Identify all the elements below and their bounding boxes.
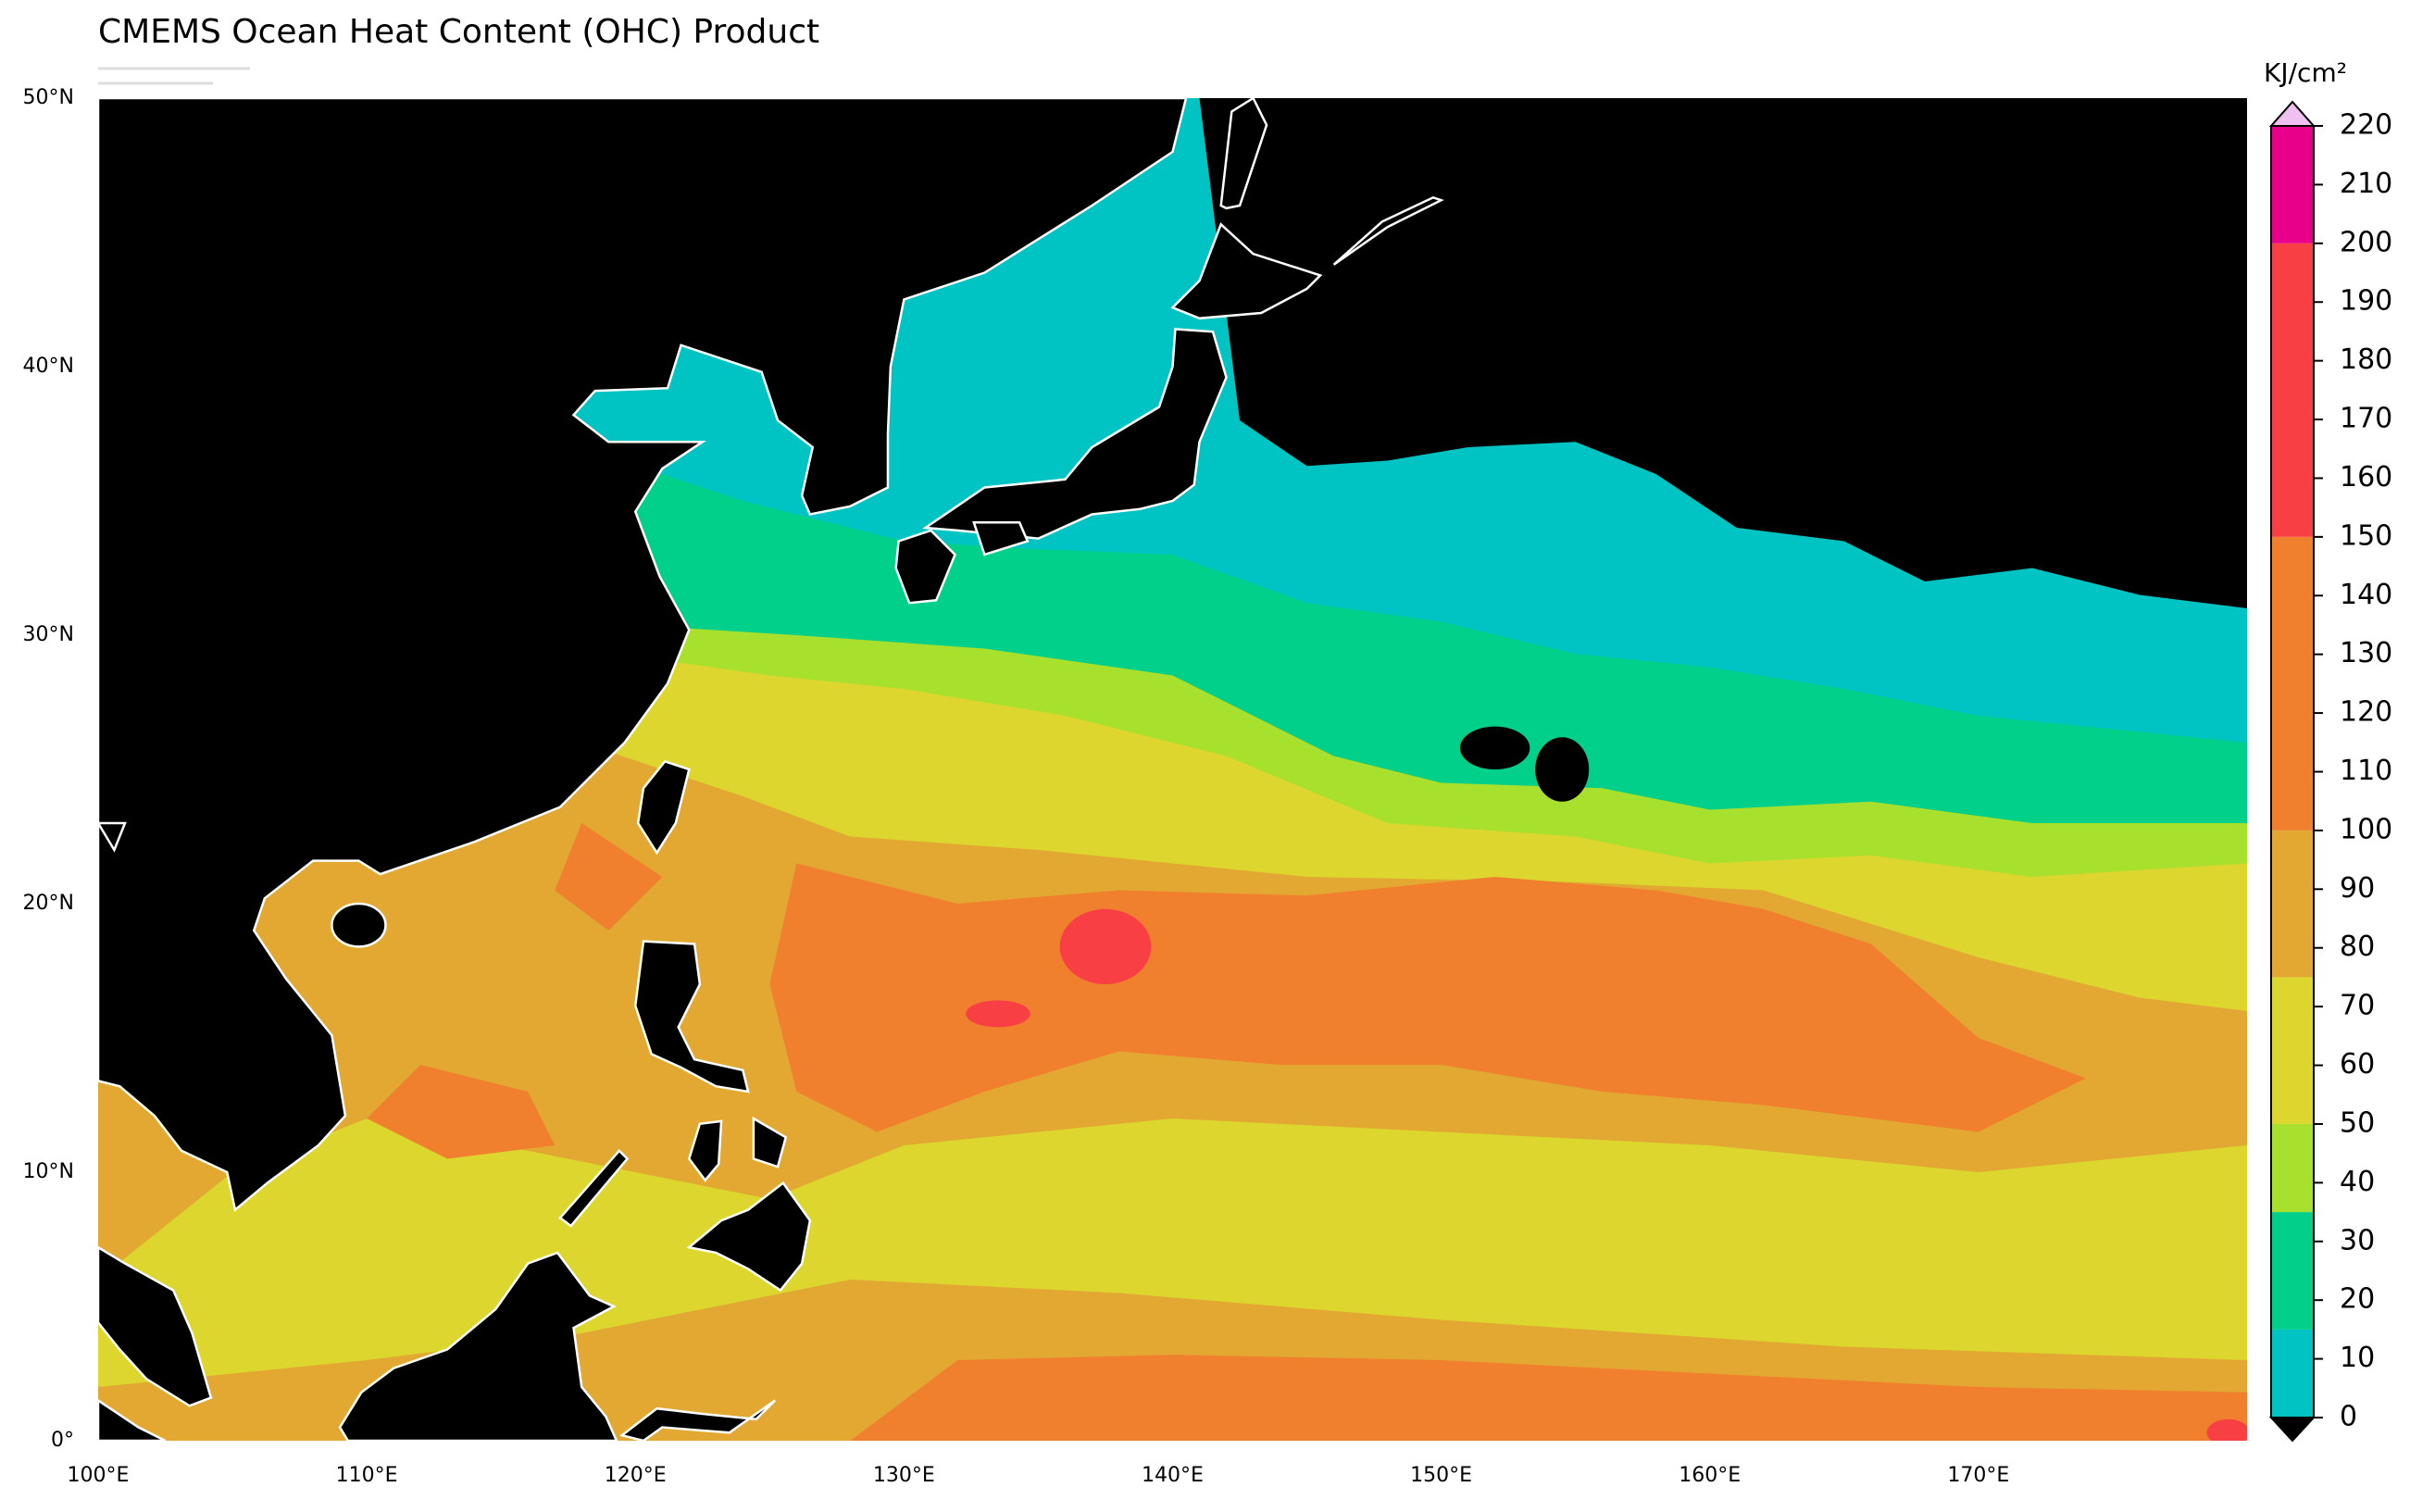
land (622, 1401, 775, 1441)
colorbar-extension-high (2268, 100, 2316, 127)
ohc-field (1059, 908, 1152, 984)
land (1221, 98, 1267, 208)
y-tick-label: 20°N (23, 892, 74, 915)
colorbar-tick-label: 160 (2340, 461, 2392, 494)
land (689, 1121, 721, 1181)
colorbar-level (2271, 126, 2314, 244)
colorbar-tick-label: 10 (2340, 1342, 2375, 1374)
x-tick-label: 110°E (336, 1464, 398, 1487)
cold-eddy (1459, 726, 1530, 769)
land (331, 904, 385, 946)
colorbar-tick-label: 170 (2340, 403, 2392, 435)
colorbar-tick-label: 190 (2340, 285, 2392, 318)
land (1173, 224, 1321, 319)
colorbar-tick-label: 100 (2340, 813, 2392, 845)
dashes (98, 67, 250, 85)
y-tick-label: 30°N (23, 623, 74, 646)
land (638, 761, 689, 853)
land (98, 98, 1186, 1210)
colorbar-level (2271, 1329, 2314, 1418)
colorbar-level (2271, 536, 2314, 831)
colorbar-level (2271, 1212, 2314, 1330)
map (98, 98, 2247, 1441)
land (98, 1247, 211, 1406)
y-tick-label: 0° (51, 1429, 74, 1452)
colorbar-tick-label: 120 (2340, 696, 2392, 729)
x-tick-label: 160°E (1679, 1464, 1741, 1487)
colorbar-tick-label: 70 (2340, 990, 2375, 1022)
x-tick-label: 100°E (68, 1464, 130, 1487)
land (896, 531, 955, 603)
colorbar-tick-label: 220 (2340, 109, 2392, 142)
ohc-field (850, 1355, 2247, 1441)
land (635, 942, 748, 1092)
colorbar-tick-label: 180 (2340, 344, 2392, 376)
geo-layer (98, 98, 2247, 1441)
y-tick-label: 40°N (23, 355, 74, 378)
land (1334, 197, 1442, 265)
colorbar-label: KJ/cm² (2264, 57, 2347, 88)
colorbar-extension-low (2268, 1417, 2316, 1443)
ohc-field (850, 1172, 2247, 1333)
colorbar-tick-label: 110 (2340, 755, 2392, 787)
colorbar-tick-label: 200 (2340, 226, 2392, 258)
ohc-field (2206, 1418, 2247, 1441)
colorbar-tick-label: 130 (2340, 637, 2392, 669)
land (926, 329, 1227, 538)
y-tick-label: 50°N (23, 86, 74, 109)
colorbar-level (2271, 977, 2314, 1124)
colorbar-tick-label: 0 (2340, 1401, 2357, 1433)
cold-region (1199, 98, 2247, 608)
colorbar-level (2271, 1123, 2314, 1213)
y-tick-label: 10°N (23, 1160, 74, 1183)
land (754, 1118, 786, 1167)
land (340, 1253, 617, 1441)
colorbar-tick-label: 90 (2340, 872, 2375, 905)
x-tick-label: 150°E (1410, 1464, 1472, 1487)
land (560, 1151, 628, 1226)
ohc-field (966, 1000, 1030, 1028)
colorbar-level (2271, 830, 2314, 978)
cold-eddy (1535, 737, 1590, 802)
x-tick-label: 170°E (1947, 1464, 2009, 1487)
colorbar-tick-label: 210 (2340, 168, 2392, 200)
colorbar-tick-label: 40 (2340, 1166, 2375, 1198)
land (98, 823, 125, 850)
ohc-field (367, 1065, 556, 1159)
colorbar-tick-label: 20 (2340, 1283, 2375, 1316)
x-tick-label: 140°E (1142, 1464, 1204, 1487)
x-tick-label: 130°E (873, 1464, 935, 1487)
colorbar-tick-label: 30 (2340, 1224, 2375, 1256)
land (974, 522, 1028, 555)
colorbar-tick-label: 150 (2340, 519, 2392, 552)
ohc-field (555, 823, 663, 931)
colorbar-level (2271, 243, 2314, 537)
x-tick-label: 120°E (605, 1464, 667, 1487)
colorbar-tick-label: 60 (2340, 1048, 2375, 1081)
title: CMEMS Ocean Heat Content (OHC) Product (98, 13, 819, 51)
colorbar-tick-label: 80 (2340, 931, 2375, 963)
colorbar-tick-label: 140 (2340, 579, 2392, 611)
land (98, 1401, 166, 1441)
colorbar-tick-label: 50 (2340, 1106, 2375, 1139)
land (689, 1183, 810, 1291)
